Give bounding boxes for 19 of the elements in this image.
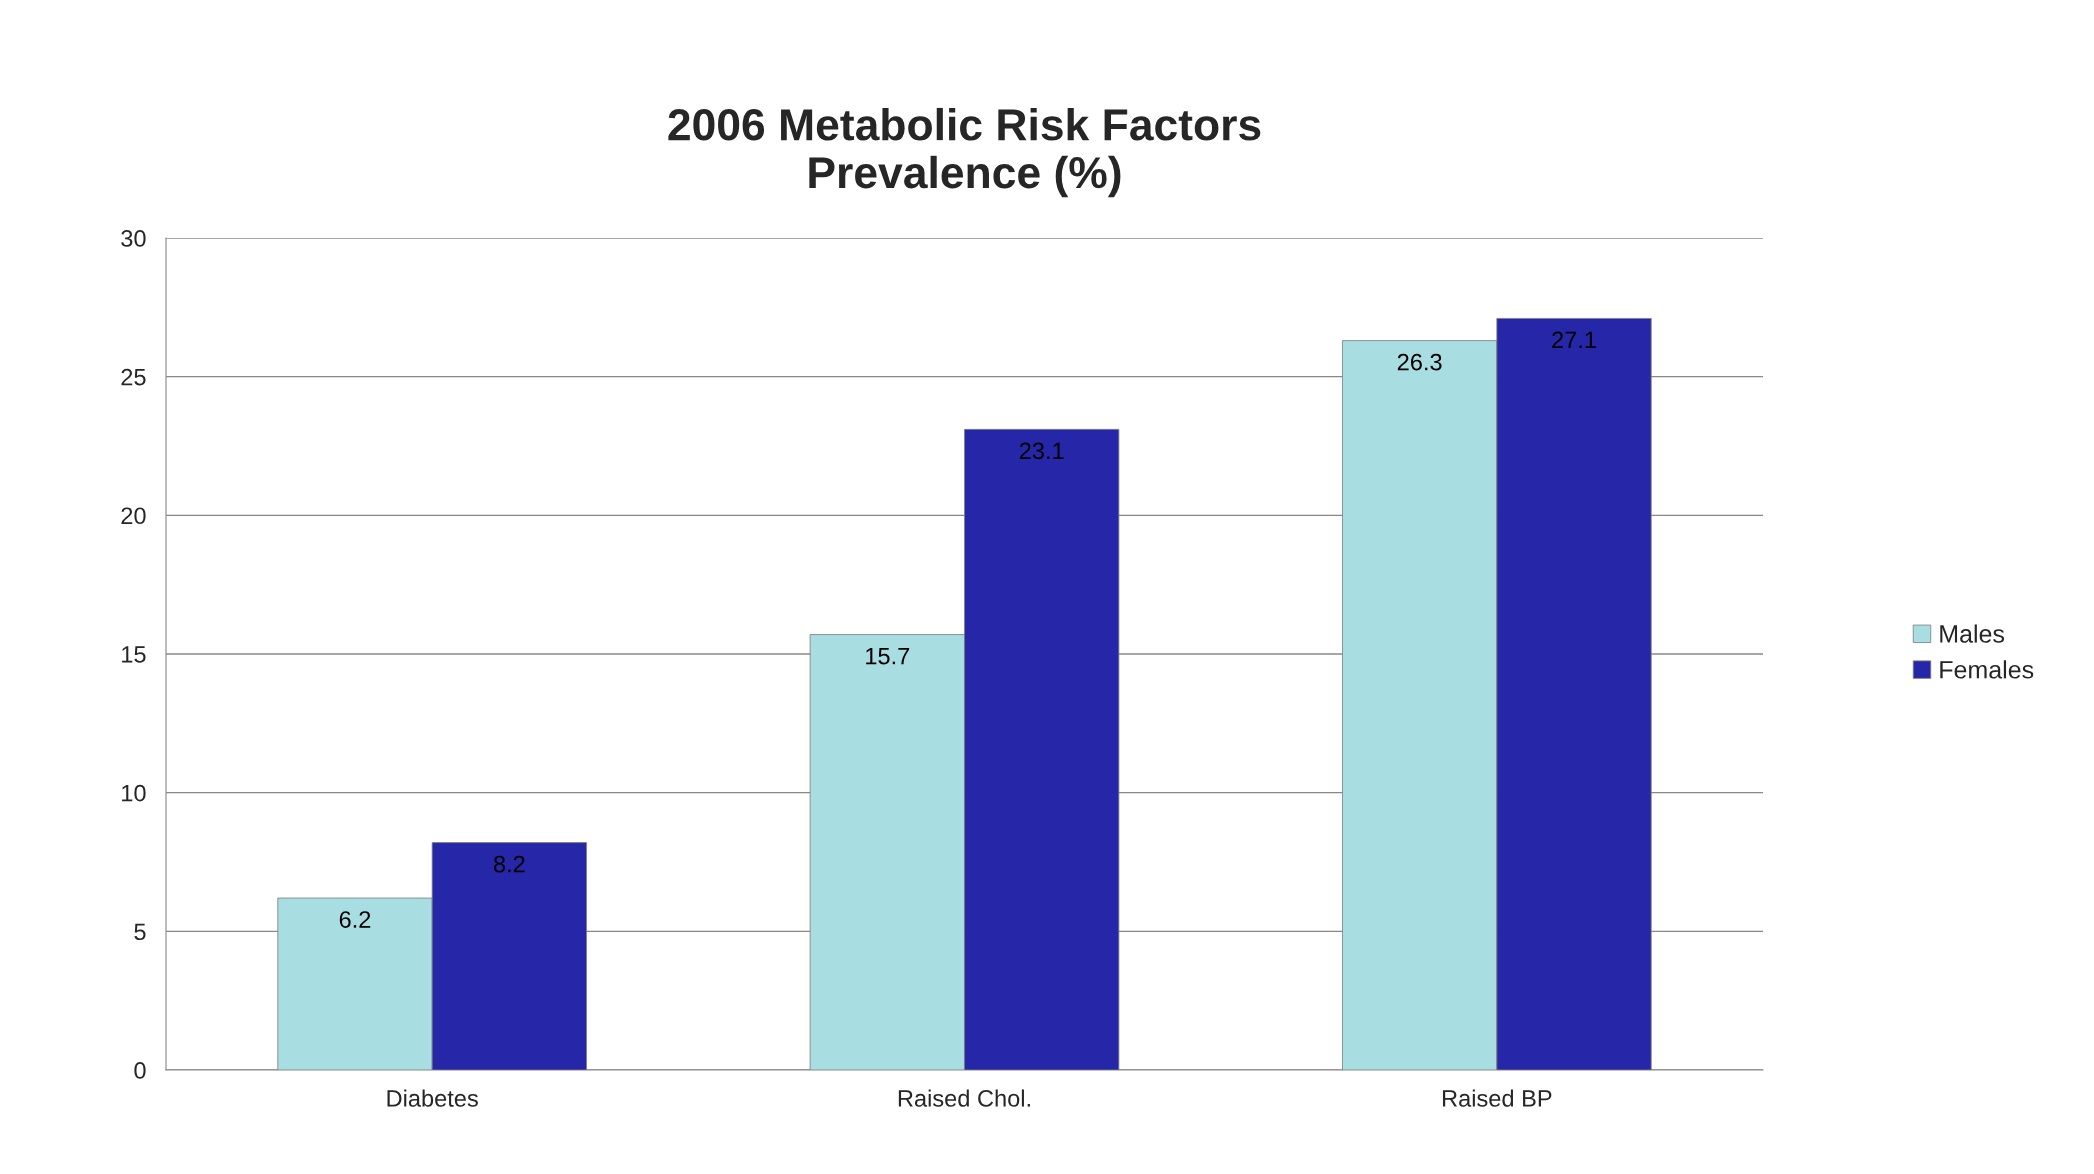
y-tick-label: 5 xyxy=(134,923,146,941)
legend-label: Males xyxy=(1940,624,2005,643)
x-tick-label: Raised BP xyxy=(1442,1089,1552,1107)
legend-label: Females xyxy=(1940,660,2034,679)
x-tick-label: Raised Chol. xyxy=(898,1089,1030,1107)
chart-title: 2006 Metabolic Risk Factors Prevalence (%) xyxy=(668,107,1261,198)
data-label: 26.3 xyxy=(1397,353,1442,371)
data-label: 15.7 xyxy=(866,647,910,665)
data-label: 6.2 xyxy=(339,911,371,928)
y-tick-label: 10 xyxy=(122,784,146,802)
y-tick-label: 0 xyxy=(134,1062,146,1079)
y-tick-label: 15 xyxy=(122,646,146,663)
data-label: 27.1 xyxy=(1552,331,1596,349)
y-tick-label: 25 xyxy=(121,368,146,386)
data-label: 23.1 xyxy=(1019,442,1064,460)
data-label: 8.2 xyxy=(493,855,525,873)
y-tick-label: 20 xyxy=(121,507,146,525)
x-tick-label: Diabetes xyxy=(387,1089,478,1107)
y-tick-label: 30 xyxy=(121,230,146,247)
